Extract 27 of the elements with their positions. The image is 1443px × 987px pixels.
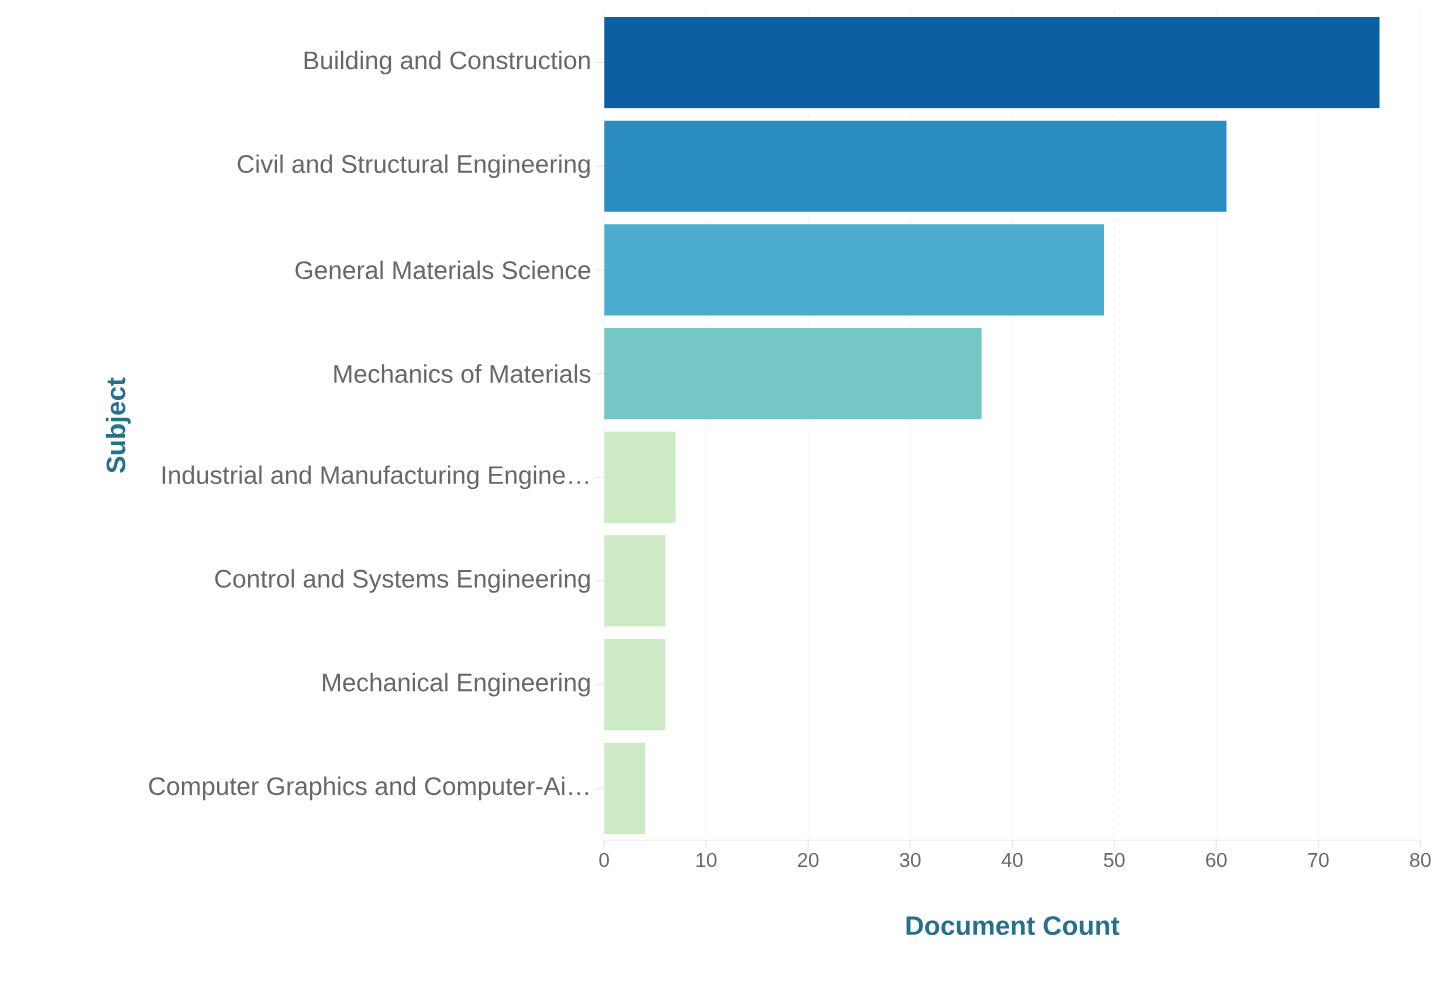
y-tick-label: Mechanics of Materials (334, 364, 591, 383)
y-tick-label: Industrial and Manufacturing Engine… (162, 465, 588, 490)
x-tick-label: 0 (599, 852, 609, 868)
bar (604, 16, 1380, 109)
x-tick-label: 20 (798, 852, 819, 868)
y-tick-label: Mechanical Engineering (323, 672, 590, 697)
bar (604, 328, 982, 420)
bar (604, 535, 666, 627)
x-tick-label: 10 (696, 852, 717, 868)
y-axis-title: Subject (105, 377, 131, 473)
x-tick-label: 40 (1001, 852, 1023, 868)
bar (604, 431, 676, 523)
x-tick-label: 60 (1206, 852, 1227, 868)
y-tick-label: General Materials Science (295, 260, 591, 280)
bar (604, 120, 1227, 212)
y-tick-label: Civil and Structural Engineering (237, 154, 590, 179)
x-tick-label: 30 (899, 852, 921, 868)
x-axis-title: Document Count (906, 916, 1120, 936)
bar (604, 224, 1105, 316)
x-tick-label: 70 (1308, 852, 1329, 868)
bar (604, 742, 645, 835)
y-tick-label: Control and Systems Engineering (215, 569, 590, 593)
x-tick-label: 50 (1103, 852, 1125, 868)
bar (604, 639, 666, 731)
y-tick-label: Computer Graphics and Computer-Ai… (149, 776, 588, 801)
y-tick-label: Building and Construction (304, 50, 590, 75)
x-tick-label: 80 (1410, 852, 1431, 868)
